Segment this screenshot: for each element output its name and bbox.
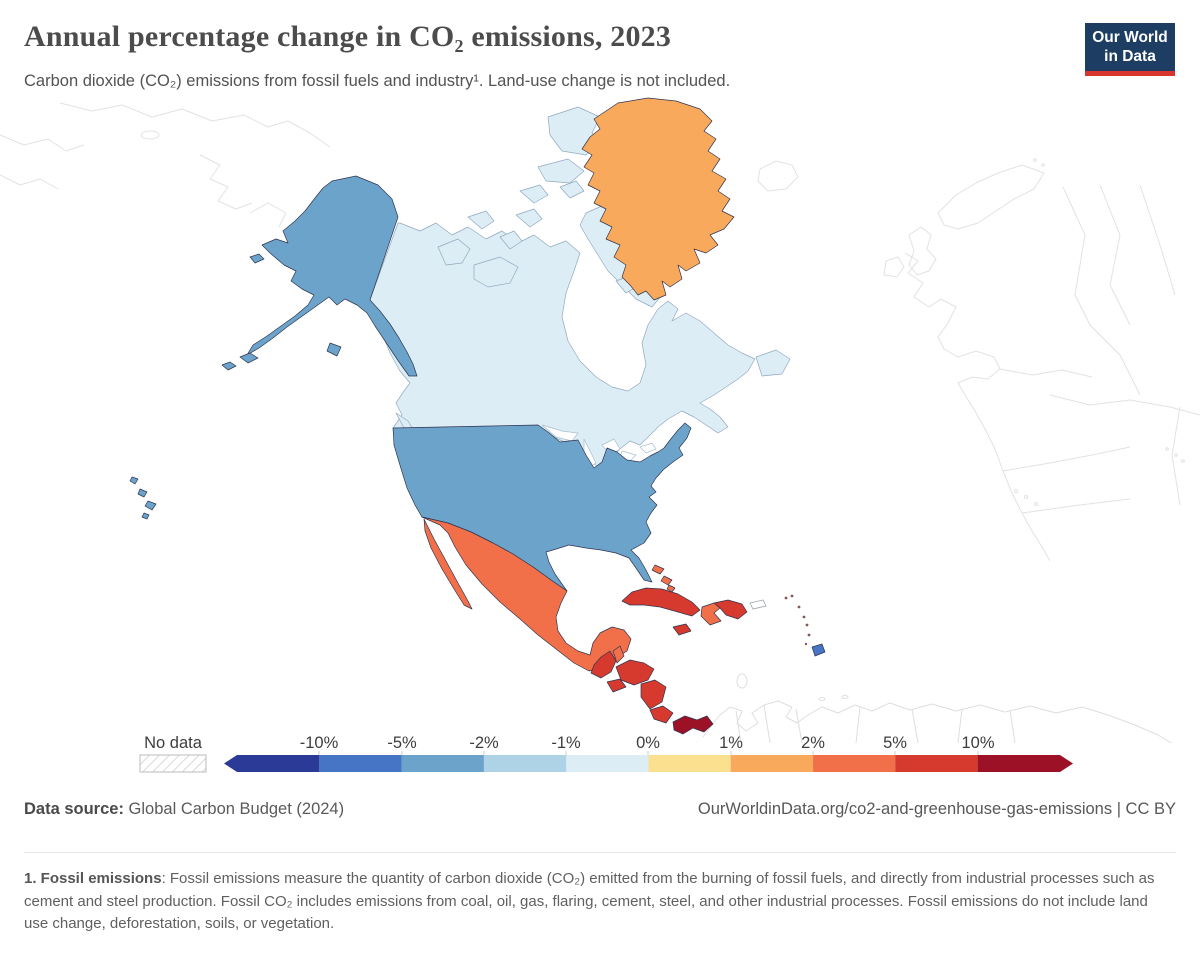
map-legend: No data -10% -5% -2% -1% 0% 1% 2% 5% 10% (139, 734, 1073, 773)
footnote-body: : Fossil emissions measure the quantity … (24, 870, 1155, 932)
legend-no-data-label: No data (144, 734, 203, 752)
choropleth-map (0, 97, 1200, 743)
owid-logo-text: Our World in Data (1085, 23, 1175, 72)
legend-tick: 0% (636, 734, 660, 752)
legend-tick: -10% (300, 734, 339, 752)
country-nicaragua[interactable] (640, 679, 667, 710)
country-costa-rica[interactable] (649, 705, 674, 724)
legend-color-ramp[interactable] (224, 755, 1073, 772)
legend-tick: 2% (801, 734, 825, 752)
footnote: 1. Fossil emissions: Fossil emissions me… (24, 868, 1170, 936)
country-trinidad-and-tobago[interactable] (811, 643, 826, 657)
legend-tick: -2% (469, 734, 499, 752)
owid-logo-red-bar (1085, 71, 1175, 77)
owid-url-link[interactable]: OurWorldinData.org/co2-and-greenhouse-ga… (697, 800, 1176, 818)
country-jamaica[interactable] (672, 623, 692, 636)
legend-tick: 1% (719, 734, 743, 752)
background-outline-south-america (702, 673, 1173, 743)
country-cuba[interactable] (621, 587, 701, 617)
legend-tick: -5% (387, 734, 417, 752)
chart-subtitle: Carbon dioxide (CO₂) emissions from foss… (24, 72, 731, 90)
background-outline-russia (0, 102, 331, 228)
lesser-antilles-dots (784, 594, 811, 646)
country-guatemala[interactable] (590, 650, 617, 679)
united-states-small-islands[interactable] (129, 253, 342, 520)
footnote-divider (24, 852, 1176, 853)
country-belize[interactable] (612, 645, 625, 664)
footnote-lead: 1. Fossil emissions (24, 870, 162, 887)
page-title: Annual percentage change in CO₂ emission… (24, 20, 672, 53)
country-puerto-rico[interactable] (749, 599, 767, 610)
background-outline-europe-africa (757, 158, 1200, 562)
legend-arrow-right (1060, 755, 1073, 772)
data-source-label: Data source: (24, 800, 124, 818)
data-source: Data source: Global Carbon Budget (2024) (24, 800, 344, 819)
legend-no-data-swatch[interactable] (139, 754, 207, 773)
legend-arrow-left (224, 755, 237, 772)
country-honduras[interactable] (615, 659, 655, 686)
legend-tick: 5% (883, 734, 907, 752)
country-united-states-alaska[interactable] (246, 175, 418, 377)
country-greenland[interactable] (581, 97, 735, 301)
country-dominican-republic[interactable] (713, 599, 748, 620)
country-mexico[interactable] (421, 516, 632, 672)
country-bahamas[interactable] (651, 564, 676, 593)
chart-footer: Data source: Global Carbon Budget (2024)… (24, 800, 1176, 826)
legend-tick: -1% (551, 734, 581, 752)
country-panama[interactable] (672, 715, 714, 735)
data-source-value: Global Carbon Budget (2024) (123, 800, 345, 818)
owid-logo[interactable]: Our World in Data (1085, 23, 1175, 77)
country-el-salvador[interactable] (606, 678, 627, 693)
legend-tick: 10% (961, 734, 994, 752)
